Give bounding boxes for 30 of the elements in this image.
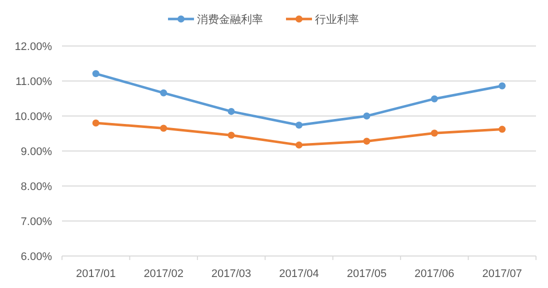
point [92,120,100,126]
y-tick-label: 9.00% [20,146,52,158]
y-tick-label: 12.00% [14,41,52,53]
x-tick-label: 2017/03 [211,268,252,280]
x-tick-label: 2017/06 [414,268,454,280]
point [228,108,235,115]
x-tick-label: 2017/05 [346,268,387,280]
legend-label: 消费金融利率 [197,13,263,26]
point [228,132,235,139]
y-tick-label: 7.00% [20,216,52,228]
y-tick-label: 10.00% [14,111,52,123]
point [363,138,370,145]
y-tick-label: 11.00% [16,76,52,88]
y-tick-label: 8.00% [20,181,52,193]
point [296,122,302,129]
x-tick-label: 2017/04 [279,268,319,280]
point [430,95,438,102]
point [160,124,168,132]
point [430,130,438,137]
y-tick-label: 6.00% [20,251,52,263]
point [160,89,168,96]
point [363,112,370,120]
x-tick-label: 2017/02 [144,268,184,280]
point [92,70,100,78]
legend-label: 行业利率 [315,13,359,26]
x-tick-label: 2017/07 [482,268,522,280]
point [498,82,506,90]
point [296,142,302,149]
point [498,126,506,133]
x-tick-label: 2017/01 [76,268,116,280]
